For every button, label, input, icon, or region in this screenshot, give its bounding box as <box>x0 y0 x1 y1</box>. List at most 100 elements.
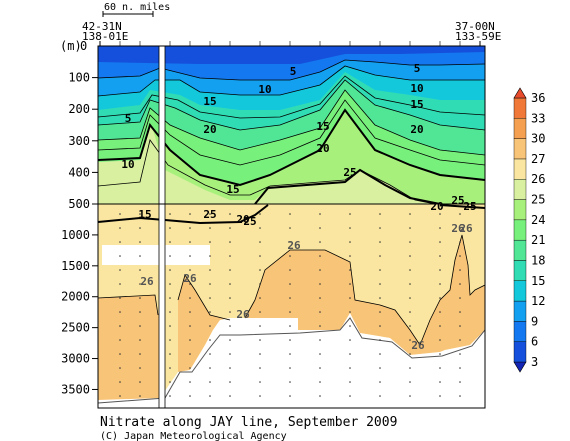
contour-label: 5 <box>125 112 132 125</box>
y-tick-label: 100 <box>68 71 90 85</box>
sample-dot <box>319 325 321 327</box>
sample-dot <box>379 283 381 285</box>
sample-dot <box>189 353 191 355</box>
contour-label: 25 <box>343 166 356 179</box>
y-tick-label: 300 <box>68 134 90 148</box>
colorbar-cell <box>513 158 527 180</box>
contour-26-mid <box>177 274 231 321</box>
sample-dot <box>139 325 141 327</box>
colorbar-tick-label: 26 <box>531 172 545 186</box>
right-position-lon: 133-59E <box>455 30 501 43</box>
sample-dot <box>349 311 351 313</box>
contour-label: 5 <box>290 65 297 78</box>
lower-band-26-main <box>178 235 485 372</box>
sample-dot <box>229 339 231 341</box>
sample-dot <box>209 255 211 257</box>
sample-dot <box>319 395 321 397</box>
lower-panel <box>98 204 485 408</box>
contour-label: 20 <box>203 123 216 136</box>
sample-dot <box>409 311 411 313</box>
contour-label: 10 <box>121 158 134 171</box>
upper-contours <box>98 59 485 204</box>
sample-dot <box>459 227 461 229</box>
sample-dot <box>229 353 231 355</box>
sample-dot <box>139 255 141 257</box>
sample-dot <box>409 241 411 243</box>
sample-dot <box>139 311 141 313</box>
sample-dot <box>209 325 211 327</box>
sample-dot <box>289 381 291 383</box>
colorbar-tick-label: 36 <box>531 91 545 105</box>
sample-dot <box>119 297 121 299</box>
sample-dot <box>459 297 461 299</box>
sample-dot <box>189 241 191 243</box>
left-position-lat: 42-31N <box>82 20 122 33</box>
sample-dot <box>289 297 291 299</box>
sample-dot <box>259 227 261 229</box>
contour-13 <box>98 75 485 119</box>
sample-dot <box>409 297 411 299</box>
sample-dot <box>189 283 191 285</box>
y-tick-zero: 0 <box>80 39 87 53</box>
sample-dot <box>209 297 211 299</box>
contour-label: 5 <box>414 62 421 75</box>
colorbar-tick-label: 6 <box>531 335 538 349</box>
contour-label: 15 <box>226 183 239 196</box>
sample-dot <box>189 339 191 341</box>
sample-dot <box>409 325 411 327</box>
sample-dot <box>459 325 461 327</box>
sample-dot <box>439 311 441 313</box>
colorbar-cell <box>513 280 527 302</box>
upper-band-24 <box>98 120 485 204</box>
sample-dot <box>319 283 321 285</box>
sample-dot <box>169 367 171 369</box>
sample-dot <box>209 283 211 285</box>
sample-dot <box>229 255 231 257</box>
sample-dot <box>119 353 121 355</box>
sample-dot <box>459 255 461 257</box>
sample-dot <box>209 269 211 271</box>
sample-dot <box>229 213 231 215</box>
sample-dot <box>229 395 231 397</box>
sample-dot <box>189 325 191 327</box>
colorbar-cell <box>513 219 527 241</box>
sample-dot <box>139 297 141 299</box>
sample-dot <box>349 255 351 257</box>
station-dots <box>119 213 461 397</box>
contour-18 <box>98 89 485 156</box>
colorbar-cell <box>513 260 527 281</box>
sample-dot <box>139 241 141 243</box>
sample-dot <box>259 213 261 215</box>
sample-dot <box>459 269 461 271</box>
colorbar-tick-label: 3 <box>531 355 538 369</box>
contour-label: 20 <box>410 123 423 136</box>
colorbar-tick-label: 9 <box>531 314 538 328</box>
contour-label: 15 <box>316 120 329 133</box>
lower-contours <box>98 234 485 346</box>
contour-label: 15 <box>203 95 216 108</box>
sample-dot <box>229 269 231 271</box>
sample-dot <box>439 353 441 355</box>
colorbar-cell <box>513 97 527 119</box>
lower-band-26-left <box>98 295 162 400</box>
contour-label: 10 <box>258 83 271 96</box>
sample-dot <box>439 325 441 327</box>
sample-dot <box>439 395 441 397</box>
colorbar-tick-label: 21 <box>531 233 545 247</box>
sample-dot <box>319 255 321 257</box>
sample-dot <box>319 367 321 369</box>
colorbar-tick-label: 18 <box>531 253 545 267</box>
sample-dot <box>169 325 171 327</box>
sample-dot <box>229 367 231 369</box>
sample-dot <box>379 297 381 299</box>
sample-dot <box>349 297 351 299</box>
sample-dot <box>139 381 141 383</box>
contour-label: 25 <box>203 208 216 221</box>
sample-dot <box>459 339 461 341</box>
contour-25-upper <box>254 168 441 204</box>
sample-dot <box>439 297 441 299</box>
sample-dot <box>459 381 461 383</box>
sample-dot <box>289 283 291 285</box>
